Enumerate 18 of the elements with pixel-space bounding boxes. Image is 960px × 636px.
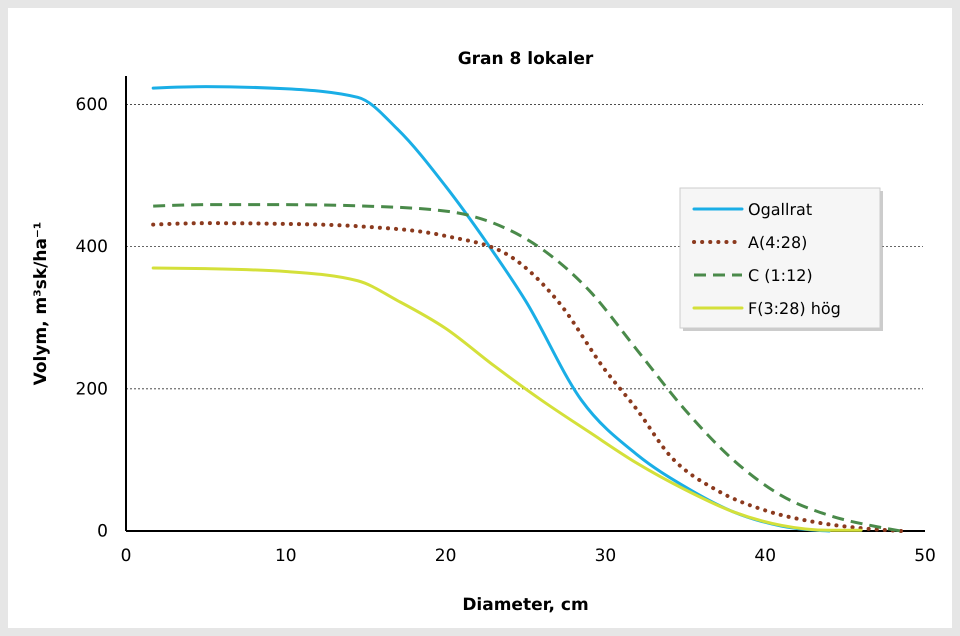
x-axis-title: Diameter, cm (462, 595, 589, 615)
legend-label: F(3:28) hög (748, 299, 841, 318)
legend-label: A(4:28) (748, 233, 808, 252)
chart-title: Gran 8 lokaler (458, 49, 594, 69)
legend-label: C (1:12) (748, 266, 813, 285)
x-tick-label: 50 (914, 546, 936, 566)
legend-label: Ogallrat (748, 200, 812, 219)
x-tick-label: 30 (594, 546, 616, 566)
x-tick-label: 10 (274, 546, 297, 566)
y-tick-label: 400 (76, 237, 108, 258)
y-tick-label: 0 (97, 521, 108, 542)
x-tick-label: 20 (434, 546, 456, 566)
line-series (152, 266, 863, 532)
y-axis-title: Volym, m³sk/ha⁻¹ (31, 222, 51, 386)
y-tick-label: 200 (76, 379, 108, 400)
x-tick-label: 0 (120, 546, 132, 566)
y-tick-label: 600 (76, 94, 108, 115)
x-tick-label: 40 (754, 546, 776, 566)
